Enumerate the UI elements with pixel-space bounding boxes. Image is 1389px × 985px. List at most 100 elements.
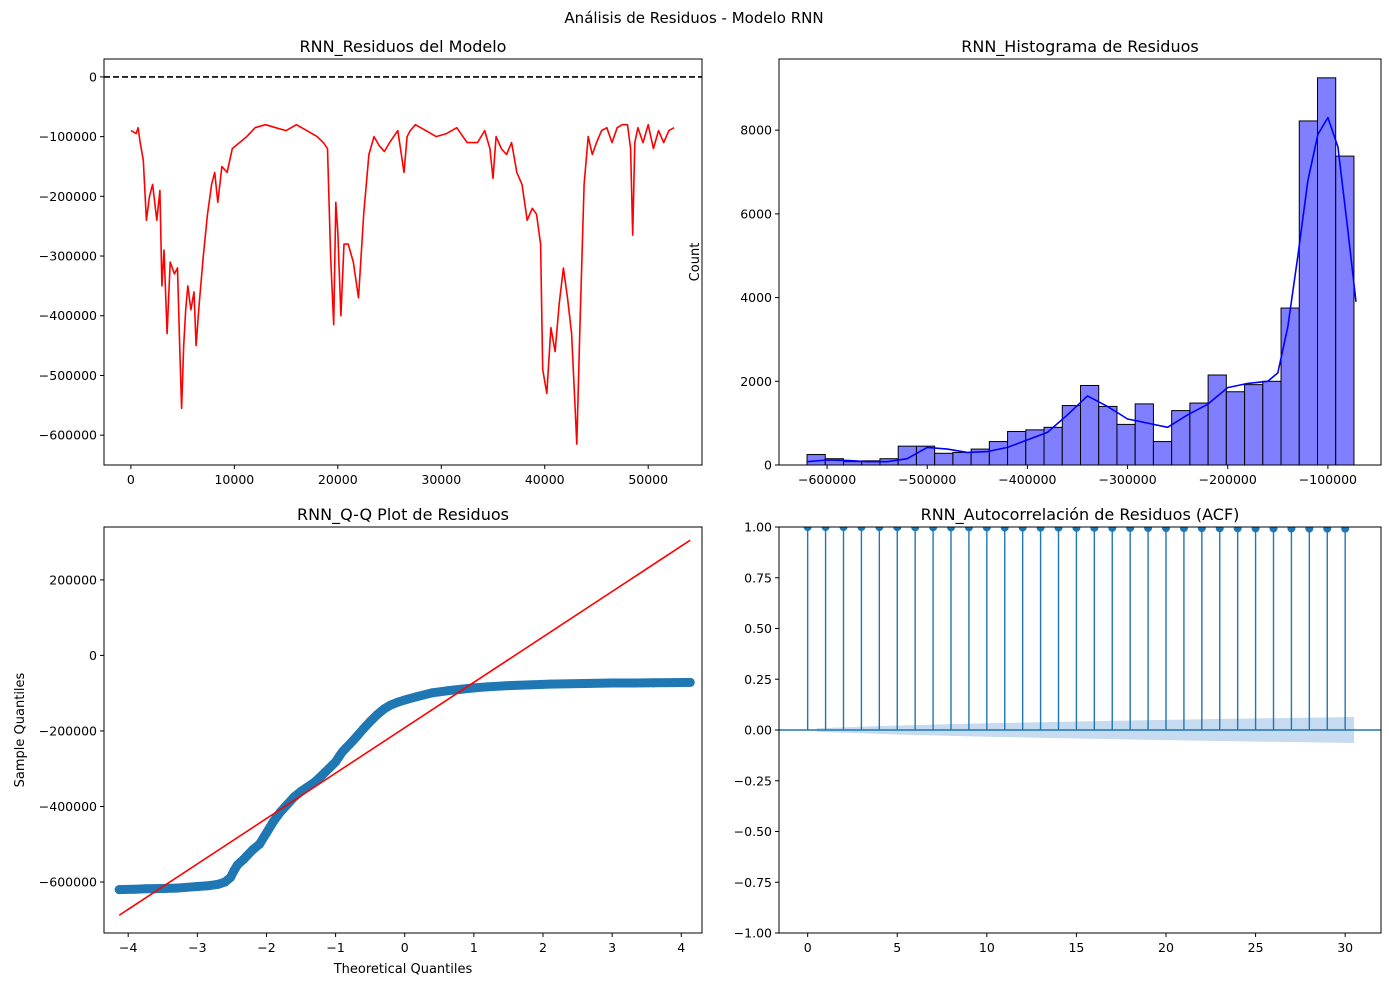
qq-point [628, 678, 638, 688]
qq-point [268, 817, 278, 827]
y-tick-label: 0 [89, 69, 97, 84]
acf-marker [982, 527, 991, 532]
x-tick-label: −100000 [1299, 472, 1357, 487]
acf-marker [1323, 527, 1332, 533]
qq-point [172, 883, 182, 893]
qq-point [317, 771, 327, 781]
qq-point [414, 691, 424, 701]
acf-marker [875, 527, 884, 532]
acf-marker [1144, 527, 1153, 533]
y-tick-label: −300000 [39, 249, 97, 264]
acf-marker [1233, 527, 1242, 533]
histogram-bar [1007, 431, 1027, 465]
acf-marker [893, 527, 902, 532]
y-tick-label: −200000 [39, 723, 97, 738]
qq-point [182, 882, 192, 892]
qq-point [483, 682, 493, 692]
x-tick-label: 0 [401, 940, 409, 955]
y-tick-label: 200000 [49, 572, 97, 587]
qq-point [524, 680, 534, 690]
histogram-bar [1061, 405, 1082, 465]
qq-point [372, 710, 382, 720]
qq-point [213, 879, 223, 889]
plot-area [779, 527, 1381, 743]
x-tick-label: −1 [326, 940, 344, 955]
y-tick-label: 0 [89, 648, 97, 663]
y-tick-label: −1.00 [734, 926, 772, 941]
plot-frame [778, 526, 1382, 934]
acf-marker [857, 527, 866, 532]
acf-marker [1072, 527, 1081, 532]
x-tick-label: −500000 [898, 472, 956, 487]
x-tick-label: 15 [1068, 940, 1084, 955]
qq-point [358, 724, 368, 734]
qq-point [649, 678, 659, 688]
y-tick-label: 8000 [740, 123, 772, 138]
acf-marker [1269, 527, 1278, 533]
x-tick-label: 3 [608, 940, 616, 955]
qq-point [203, 881, 213, 891]
x-tick-label: 30 [1337, 940, 1353, 955]
y-axis-label: Count [688, 243, 703, 282]
x-tick-label: 10000 [214, 472, 254, 487]
acf-marker [929, 527, 938, 532]
histogram-bar [1298, 120, 1318, 465]
x-tick-label: −300000 [1098, 472, 1156, 487]
plot-area [114, 539, 695, 916]
qq-point [503, 681, 513, 691]
y-tick-label: 2000 [740, 374, 772, 389]
histogram-bar [1262, 380, 1282, 465]
qq-point [226, 872, 236, 882]
histogram-bar [1207, 374, 1227, 465]
histogram-bar [1116, 423, 1136, 465]
x-tick-label: 25 [1248, 940, 1264, 955]
histogram-bar [934, 452, 954, 465]
x-axis-label: Theoretical Quantiles [333, 962, 473, 977]
x-tick-label: 20 [1158, 940, 1174, 955]
x-tick-label: 20000 [318, 472, 358, 487]
qq-point [566, 679, 576, 689]
qq-point [140, 884, 150, 894]
y-tick-label: 0.25 [744, 672, 772, 687]
qq-point [545, 679, 555, 689]
qq-point [400, 695, 410, 705]
x-tick-label: 30000 [421, 472, 461, 487]
acf-marker [1305, 527, 1314, 533]
y-tick-label: −0.75 [734, 875, 772, 890]
qq-point [379, 704, 389, 714]
histogram-bar [1152, 441, 1173, 465]
x-tick-label: 0 [127, 472, 135, 487]
x-tick-label: −3 [188, 940, 206, 955]
qq-point [351, 732, 361, 742]
y-tick-label: 0.00 [744, 723, 772, 738]
x-tick-label: −600000 [798, 472, 856, 487]
qq-point [130, 884, 140, 894]
y-tick-label: 4000 [740, 290, 772, 305]
qq-point [365, 717, 375, 727]
acf-marker [1126, 527, 1135, 532]
histogram-bar [1244, 384, 1264, 465]
plot-frame [103, 526, 703, 934]
acf-marker [1036, 527, 1045, 532]
x-tick-label: −2 [257, 940, 275, 955]
acf-marker [1090, 527, 1099, 532]
x-tick-label: 0 [804, 940, 812, 955]
histogram-bar [988, 441, 1009, 465]
histogram-bar [843, 461, 863, 465]
x-tick-label: −4 [119, 940, 137, 955]
acf-marker [1179, 527, 1188, 533]
qq-reference-line [118, 539, 691, 916]
qq-point [275, 807, 285, 817]
plot-area [104, 76, 702, 445]
qq-point [441, 686, 451, 696]
acf-marker [821, 527, 830, 532]
x-tick-label: 1 [470, 940, 478, 955]
acf-panel: 0 5 10 15 20 25 30 1.00 0.75 0.50 0.25 0.00 −0.25 −0.… [734, 505, 1382, 955]
histogram-bar [1280, 307, 1300, 465]
qq-point [607, 678, 617, 688]
residuals-histogram-panel: −600000 −500000 −400000 −300000 −200000 −1000… [688, 37, 1382, 487]
qq-point [669, 678, 679, 688]
x-tick-label: −400000 [998, 472, 1056, 487]
y-tick-label: 0.75 [744, 570, 772, 585]
acf-marker [964, 527, 973, 532]
